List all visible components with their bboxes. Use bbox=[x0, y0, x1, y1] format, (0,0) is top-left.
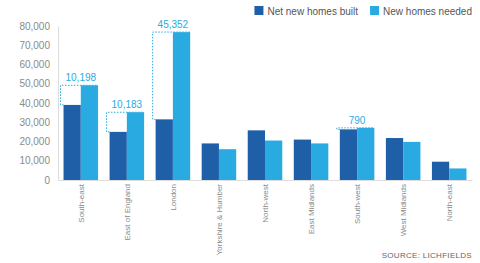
bar bbox=[294, 140, 311, 180]
gap-bracket bbox=[337, 128, 375, 130]
y-axis: 0 10,000 20,000 30,000 40,000 50,000 60,000 70,… bbox=[19, 21, 58, 186]
x-tick-label: Yorkshire & Humber bbox=[215, 184, 224, 256]
y-tick-label: 30,000 bbox=[19, 117, 50, 128]
y-tick: 80,000 bbox=[19, 21, 58, 32]
y-tick: 10,000 bbox=[19, 155, 58, 166]
annotation: 10,198 bbox=[65, 72, 96, 83]
x-axis: South-east East of England London Yorkshire… bbox=[59, 181, 473, 256]
bar bbox=[357, 128, 374, 180]
source: SOURCE: LICHFIELDS bbox=[382, 251, 472, 260]
bar bbox=[110, 132, 127, 180]
legend: Net new homes built New homes needed bbox=[254, 6, 472, 17]
bar bbox=[432, 162, 449, 180]
y-tick: 40,000 bbox=[19, 98, 58, 109]
y-tick-label: 70,000 bbox=[19, 40, 50, 51]
gap-bracket bbox=[107, 112, 145, 132]
x-tick: West Midlands bbox=[399, 184, 408, 236]
gap-bracket bbox=[61, 85, 99, 105]
y-tick: 70,000 bbox=[19, 40, 58, 51]
y-tick-label: 0 bbox=[44, 175, 50, 186]
y-tick: 60,000 bbox=[19, 59, 58, 70]
y-tick-label: 10,000 bbox=[19, 155, 50, 166]
x-tick: North-east bbox=[445, 183, 454, 221]
annotation: 790 bbox=[349, 115, 366, 126]
legend-swatch bbox=[370, 6, 379, 15]
y-tick: 50,000 bbox=[19, 78, 58, 89]
y-tick-label: 50,000 bbox=[19, 78, 50, 89]
y-tick-label: 40,000 bbox=[19, 98, 50, 109]
series bbox=[81, 32, 467, 180]
y-axis-line bbox=[58, 27, 59, 181]
y-tick: 30,000 bbox=[19, 117, 58, 128]
x-tick: North-west bbox=[261, 183, 270, 222]
x-tick-label: West Midlands bbox=[399, 184, 408, 236]
bar bbox=[265, 141, 282, 180]
y-tick-label: 20,000 bbox=[19, 136, 50, 147]
y-tick: 20,000 bbox=[19, 136, 58, 147]
plot: 0 10,000 20,000 30,000 40,000 50,000 60,000 70,… bbox=[19, 19, 472, 255]
x-tick-label: North-west bbox=[261, 183, 270, 222]
x-tick: London bbox=[169, 184, 178, 211]
legend-swatch bbox=[254, 6, 263, 15]
x-axis-line bbox=[59, 180, 473, 181]
bar bbox=[156, 119, 173, 180]
bar bbox=[311, 143, 328, 180]
x-tick-label: London bbox=[169, 184, 178, 211]
y-tick: 0 bbox=[44, 175, 58, 186]
legend-item: New homes needed bbox=[370, 6, 472, 17]
bar bbox=[64, 105, 81, 180]
x-tick: East of England bbox=[123, 184, 132, 240]
legend-label: Net new homes built bbox=[267, 6, 358, 17]
bar bbox=[248, 130, 265, 180]
series bbox=[64, 105, 450, 180]
bar bbox=[81, 85, 98, 180]
y-tick-label: 80,000 bbox=[19, 21, 50, 32]
x-tick-label: South-east bbox=[77, 183, 86, 222]
bar bbox=[340, 129, 357, 180]
annotations: 10,198 10,183 45,352 790 bbox=[61, 19, 375, 132]
bar bbox=[403, 142, 420, 180]
annotation: 10,183 bbox=[112, 99, 143, 110]
bar bbox=[173, 32, 190, 180]
bar bbox=[449, 168, 466, 180]
bar bbox=[386, 138, 403, 180]
chart: 0 10,000 20,000 30,000 40,000 50,000 60,000 70,… bbox=[0, 0, 480, 263]
x-tick: South-east bbox=[77, 183, 86, 222]
legend-item: Net new homes built bbox=[254, 6, 358, 17]
bar bbox=[127, 112, 144, 180]
x-tick-label: East of England bbox=[123, 184, 132, 240]
bars bbox=[64, 32, 467, 180]
x-tick: East Midlands bbox=[307, 184, 316, 234]
bar bbox=[202, 143, 219, 180]
annotation: 45,352 bbox=[158, 19, 189, 30]
legend-label: New homes needed bbox=[383, 6, 472, 17]
x-tick: South-west bbox=[353, 183, 362, 224]
x-tick: Yorkshire & Humber bbox=[215, 184, 224, 256]
x-tick-label: North-east bbox=[445, 183, 454, 221]
y-tick-label: 60,000 bbox=[19, 59, 50, 70]
x-tick-label: South-west bbox=[353, 183, 362, 224]
gap-bracket bbox=[153, 32, 191, 119]
bar bbox=[219, 149, 236, 180]
x-tick-label: East Midlands bbox=[307, 184, 316, 234]
